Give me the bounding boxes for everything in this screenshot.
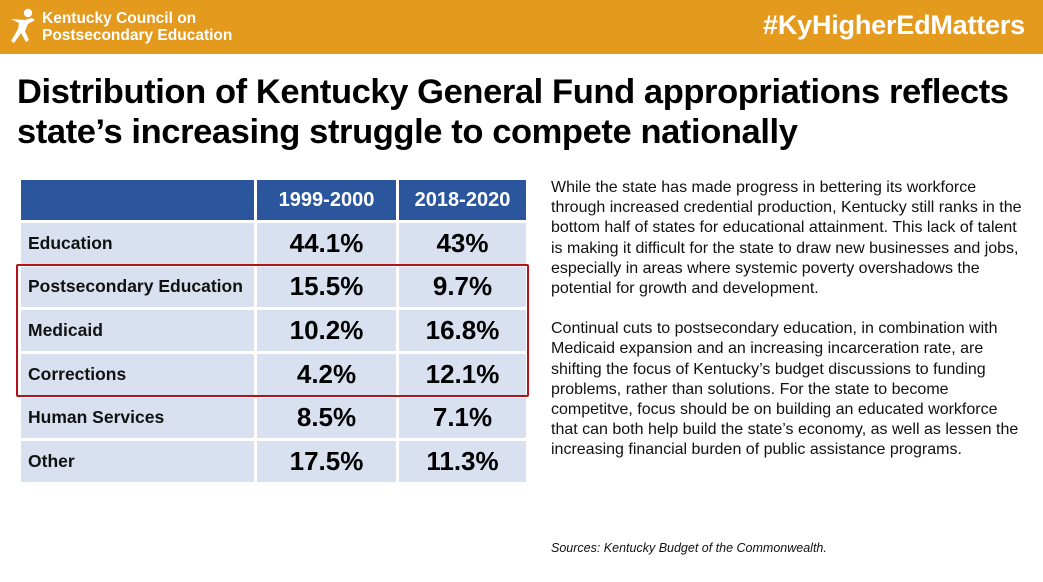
row-label: Medicaid (21, 310, 254, 351)
org-name-line1: Kentucky Council on (42, 10, 197, 27)
value-1999-2000: 8.5% (257, 397, 396, 439)
row-label: Corrections (21, 353, 254, 395)
table-row: Other 17.5% 11.3% (21, 441, 526, 482)
row-label: Education (21, 223, 254, 264)
sources-note: Sources: Kentucky Budget of the Commonwe… (551, 541, 827, 555)
top-banner: Kentucky Council on Postsecondary Educat… (0, 0, 1043, 54)
table-row: Postsecondary Education 15.5% 9.7% (21, 266, 526, 308)
page-title: Distribution of Kentucky General Fund ap… (17, 73, 1009, 151)
table-row: Medicaid 10.2% 16.8% (21, 310, 526, 351)
value-2018-2020: 7.1% (399, 397, 526, 439)
row-label: Human Services (21, 397, 254, 439)
org-name-line2: Postsecondary Education (42, 27, 233, 44)
appropriations-table: 1999-2000 2018-2020 Education 44.1% 43% … (18, 177, 529, 485)
column-header-2018-2020: 2018-2020 (399, 180, 526, 220)
table-header-row: 1999-2000 2018-2020 (21, 180, 526, 220)
body-text: While the state has made progress in bet… (551, 178, 1027, 481)
row-label: Other (21, 441, 254, 482)
value-2018-2020: 9.7% (399, 266, 526, 308)
paragraph: Continual cuts to postsecondary educatio… (551, 320, 1019, 459)
value-2018-2020: 11.3% (399, 441, 526, 482)
value-2018-2020: 16.8% (399, 310, 526, 351)
hashtag: #KyHigherEdMatters (763, 10, 1025, 40)
column-header-1999-2000: 1999-2000 (257, 180, 396, 220)
value-1999-2000: 4.2% (257, 353, 396, 395)
star-person-icon (11, 8, 35, 43)
table-row: Human Services 8.5% 7.1% (21, 397, 526, 439)
row-label: Postsecondary Education (21, 266, 254, 308)
value-1999-2000: 44.1% (257, 223, 396, 264)
value-1999-2000: 15.5% (257, 266, 396, 308)
value-1999-2000: 17.5% (257, 441, 396, 482)
column-header-blank (21, 180, 254, 220)
cpe-logo: Kentucky Council on Postsecondary Educat… (8, 6, 232, 48)
value-2018-2020: 43% (399, 223, 526, 264)
table-row: Education 44.1% 43% (21, 223, 526, 264)
table-row: Corrections 4.2% 12.1% (21, 353, 526, 395)
value-2018-2020: 12.1% (399, 353, 526, 395)
paragraph: While the state has made progress in bet… (551, 179, 1022, 298)
org-name: Kentucky Council on Postsecondary Educat… (42, 10, 232, 44)
value-1999-2000: 10.2% (257, 310, 396, 351)
